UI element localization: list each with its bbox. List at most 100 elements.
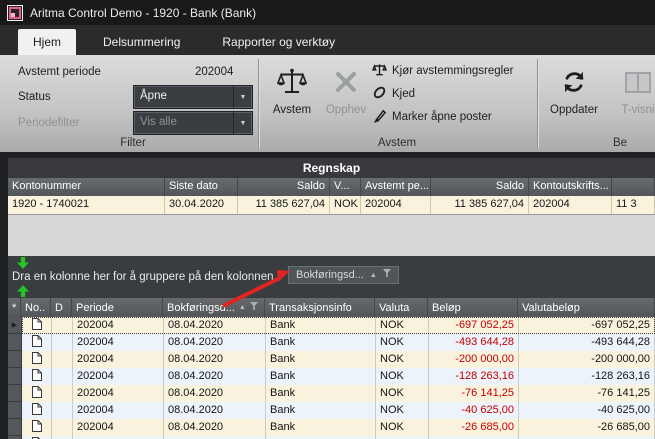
row-selector-gutter[interactable]: ▶ — [8, 334, 22, 351]
drop-indicator-up-icon — [17, 285, 29, 297]
column-header-siste-dato[interactable]: Siste dato — [165, 178, 238, 196]
row-selector-gutter[interactable]: ▶ — [8, 436, 22, 439]
chevron-down-icon: ▼ — [233, 112, 252, 134]
cell-valuta: NOK — [376, 317, 429, 334]
transaction-row[interactable]: ▶ 202004 08.04.2020 Bank NOK -200 000,00… — [8, 351, 655, 368]
kjor-avstemmingsregler-button[interactable]: Kjør avstemmingsregler — [371, 61, 513, 81]
row-selector-gutter[interactable]: ▶ — [8, 385, 22, 402]
row-selector-gutter[interactable]: ▶ — [8, 419, 22, 436]
t-visning-button: T-visni — [608, 59, 655, 145]
row-selector-gutter[interactable]: ▶ — [8, 351, 22, 368]
status-dropdown-value: Åpne — [140, 90, 167, 102]
tab-rapporter-og-verktoy[interactable]: Rapporter og verktøy — [222, 35, 336, 49]
document-icon[interactable] — [31, 318, 42, 333]
cell-belop: -493 644,28 — [429, 334, 519, 351]
cell-periode: 202004 — [73, 419, 164, 436]
periodefilter-label: Periodefilter — [18, 117, 80, 129]
document-icon[interactable] — [31, 352, 42, 367]
filter-group-caption: Filter — [120, 137, 146, 149]
cell-valutabelop: -40 625,00 — [519, 402, 655, 419]
cell-notat — [22, 402, 52, 419]
chain-link-icon — [372, 85, 387, 103]
ribbon: Avstemt periode 202004 Status Åpne ▼ Per… — [0, 55, 655, 152]
scales-small-icon — [371, 62, 388, 80]
oppdater-button[interactable]: Oppdater — [543, 59, 605, 145]
column-header-saldo[interactable]: Saldo — [238, 178, 330, 196]
document-icon[interactable] — [31, 386, 42, 401]
cell-belop — [429, 436, 519, 439]
regnskap-account-row[interactable]: 1920 - 1740021 30.04.2020 11 385 627,04 … — [8, 196, 655, 214]
column-header-cutoff[interactable] — [612, 178, 655, 196]
scales-icon — [276, 63, 308, 101]
cell-valuta: NOK — [376, 385, 429, 402]
cell-notat — [22, 368, 52, 385]
cell-notat — [22, 385, 52, 402]
chevron-down-icon[interactable]: ▼ — [233, 86, 252, 108]
tab-hjem[interactable]: Hjem — [18, 29, 77, 55]
column-header-valutabelop[interactable]: Valutabeløp — [518, 298, 655, 317]
tab-delsummering[interactable]: Delsummering — [103, 35, 181, 49]
cell-bokforingsdato: 08.04.2020 — [164, 368, 266, 385]
transaction-row[interactable]: ▶ 202004 08.04.2020 Bank NOK -26 685,00 … — [8, 419, 655, 436]
status-dropdown[interactable]: Åpne ▼ — [133, 85, 253, 109]
column-header-bokforingsdato[interactable]: Bokføringsd... ▲ — [163, 298, 265, 317]
column-header-periode[interactable]: Periode — [72, 298, 163, 317]
column-header-valuta[interactable]: Valuta — [375, 298, 428, 317]
column-header-belop[interactable]: Beløp — [428, 298, 518, 317]
group-chip-bokforingsdato[interactable]: Bokføringsd... ▲ — [288, 266, 399, 284]
document-icon[interactable] — [31, 420, 42, 435]
kjed-button[interactable]: Kjed — [372, 84, 415, 104]
row-selector-gutter[interactable]: ▶ — [8, 368, 22, 385]
filter-funnel-icon[interactable] — [249, 301, 258, 314]
cell-notat — [22, 317, 52, 334]
cell-d — [52, 334, 73, 351]
column-header-valuta[interactable]: V... — [330, 178, 361, 196]
transaction-row[interactable]: ▶ 202004 08.04.2020 Bank NOK -40 625,00 … — [8, 402, 655, 419]
t-view-panes-icon — [625, 63, 651, 101]
transaction-row[interactable]: ▶ 202004 08.04.2020 Bank NOK -128 263,16… — [8, 368, 655, 385]
column-header-kontoutskrift[interactable]: Kontoutskrifts... — [529, 178, 612, 196]
cell-periode: 202004 — [73, 368, 164, 385]
unlink-x-icon — [332, 63, 360, 101]
transaction-row[interactable]: ▶ — [8, 436, 655, 439]
cell-bokforingsdato: 08.04.2020 — [164, 385, 266, 402]
cell-periode: 202004 — [73, 385, 164, 402]
column-header-avstemt-periode[interactable]: Avstemt pe... — [361, 178, 431, 196]
transaction-row[interactable]: ▶ 202004 08.04.2020 Bank NOK -76 141,25 … — [8, 385, 655, 402]
row-selector-gutter[interactable]: ▶ — [8, 317, 22, 334]
regnskap-header-row: Kontonummer Siste dato Saldo V... Avstem… — [8, 178, 655, 196]
transaction-row[interactable]: ▶ 202004 08.04.2020 Bank NOK -697 052,25… — [8, 317, 655, 334]
filter-funnel-icon[interactable] — [382, 269, 391, 281]
cell-bokforingsdato: 08.04.2020 — [164, 317, 266, 334]
avstem-button[interactable]: Avstem — [262, 59, 322, 145]
cell-periode: 202004 — [73, 334, 164, 351]
transaction-row[interactable]: ▶ 202004 08.04.2020 Bank NOK -493 644,28… — [8, 334, 655, 351]
cell-valuta — [376, 436, 429, 439]
document-icon[interactable] — [31, 403, 42, 418]
cell-d — [52, 419, 73, 436]
column-header-d[interactable]: D — [51, 298, 72, 317]
cell-saldo: 11 385 627,04 — [238, 196, 330, 214]
marker-apne-poster-button[interactable]: Marker åpne poster — [372, 107, 492, 127]
avstem-group-caption: Avstem — [377, 137, 417, 149]
cell-valutabelop: -200 000,00 — [519, 351, 655, 368]
sort-ascending-icon[interactable]: ▲ — [369, 271, 377, 279]
avstem-button-label: Avstem — [272, 104, 312, 116]
cell-valuta: NOK — [376, 334, 429, 351]
current-row-arrow-icon: ▶ — [11, 321, 18, 329]
document-icon[interactable] — [31, 369, 42, 384]
cell-notat — [22, 334, 52, 351]
column-header-kontonummer[interactable]: Kontonummer — [8, 178, 165, 196]
cell-periode: 202004 — [73, 317, 164, 334]
column-header-notat[interactable]: No... — [21, 298, 51, 317]
document-icon[interactable] — [31, 335, 42, 350]
column-header-transaksjonsinfo[interactable]: Transaksjonsinfo — [265, 298, 375, 317]
cell-belop: -200 000,00 — [429, 351, 519, 368]
row-selector-gutter[interactable]: ▶ — [8, 402, 22, 419]
group-by-bar[interactable]: Dra en kolonne her for å gruppere på den… — [8, 256, 655, 298]
cell-transaksjonsinfo: Bank — [266, 334, 376, 351]
cell-transaksjonsinfo: Bank — [266, 351, 376, 368]
t-visning-button-label: T-visni — [621, 104, 655, 116]
column-header-saldo-2[interactable]: Saldo — [431, 178, 529, 196]
sort-ascending-icon[interactable]: ▲ — [238, 304, 246, 311]
